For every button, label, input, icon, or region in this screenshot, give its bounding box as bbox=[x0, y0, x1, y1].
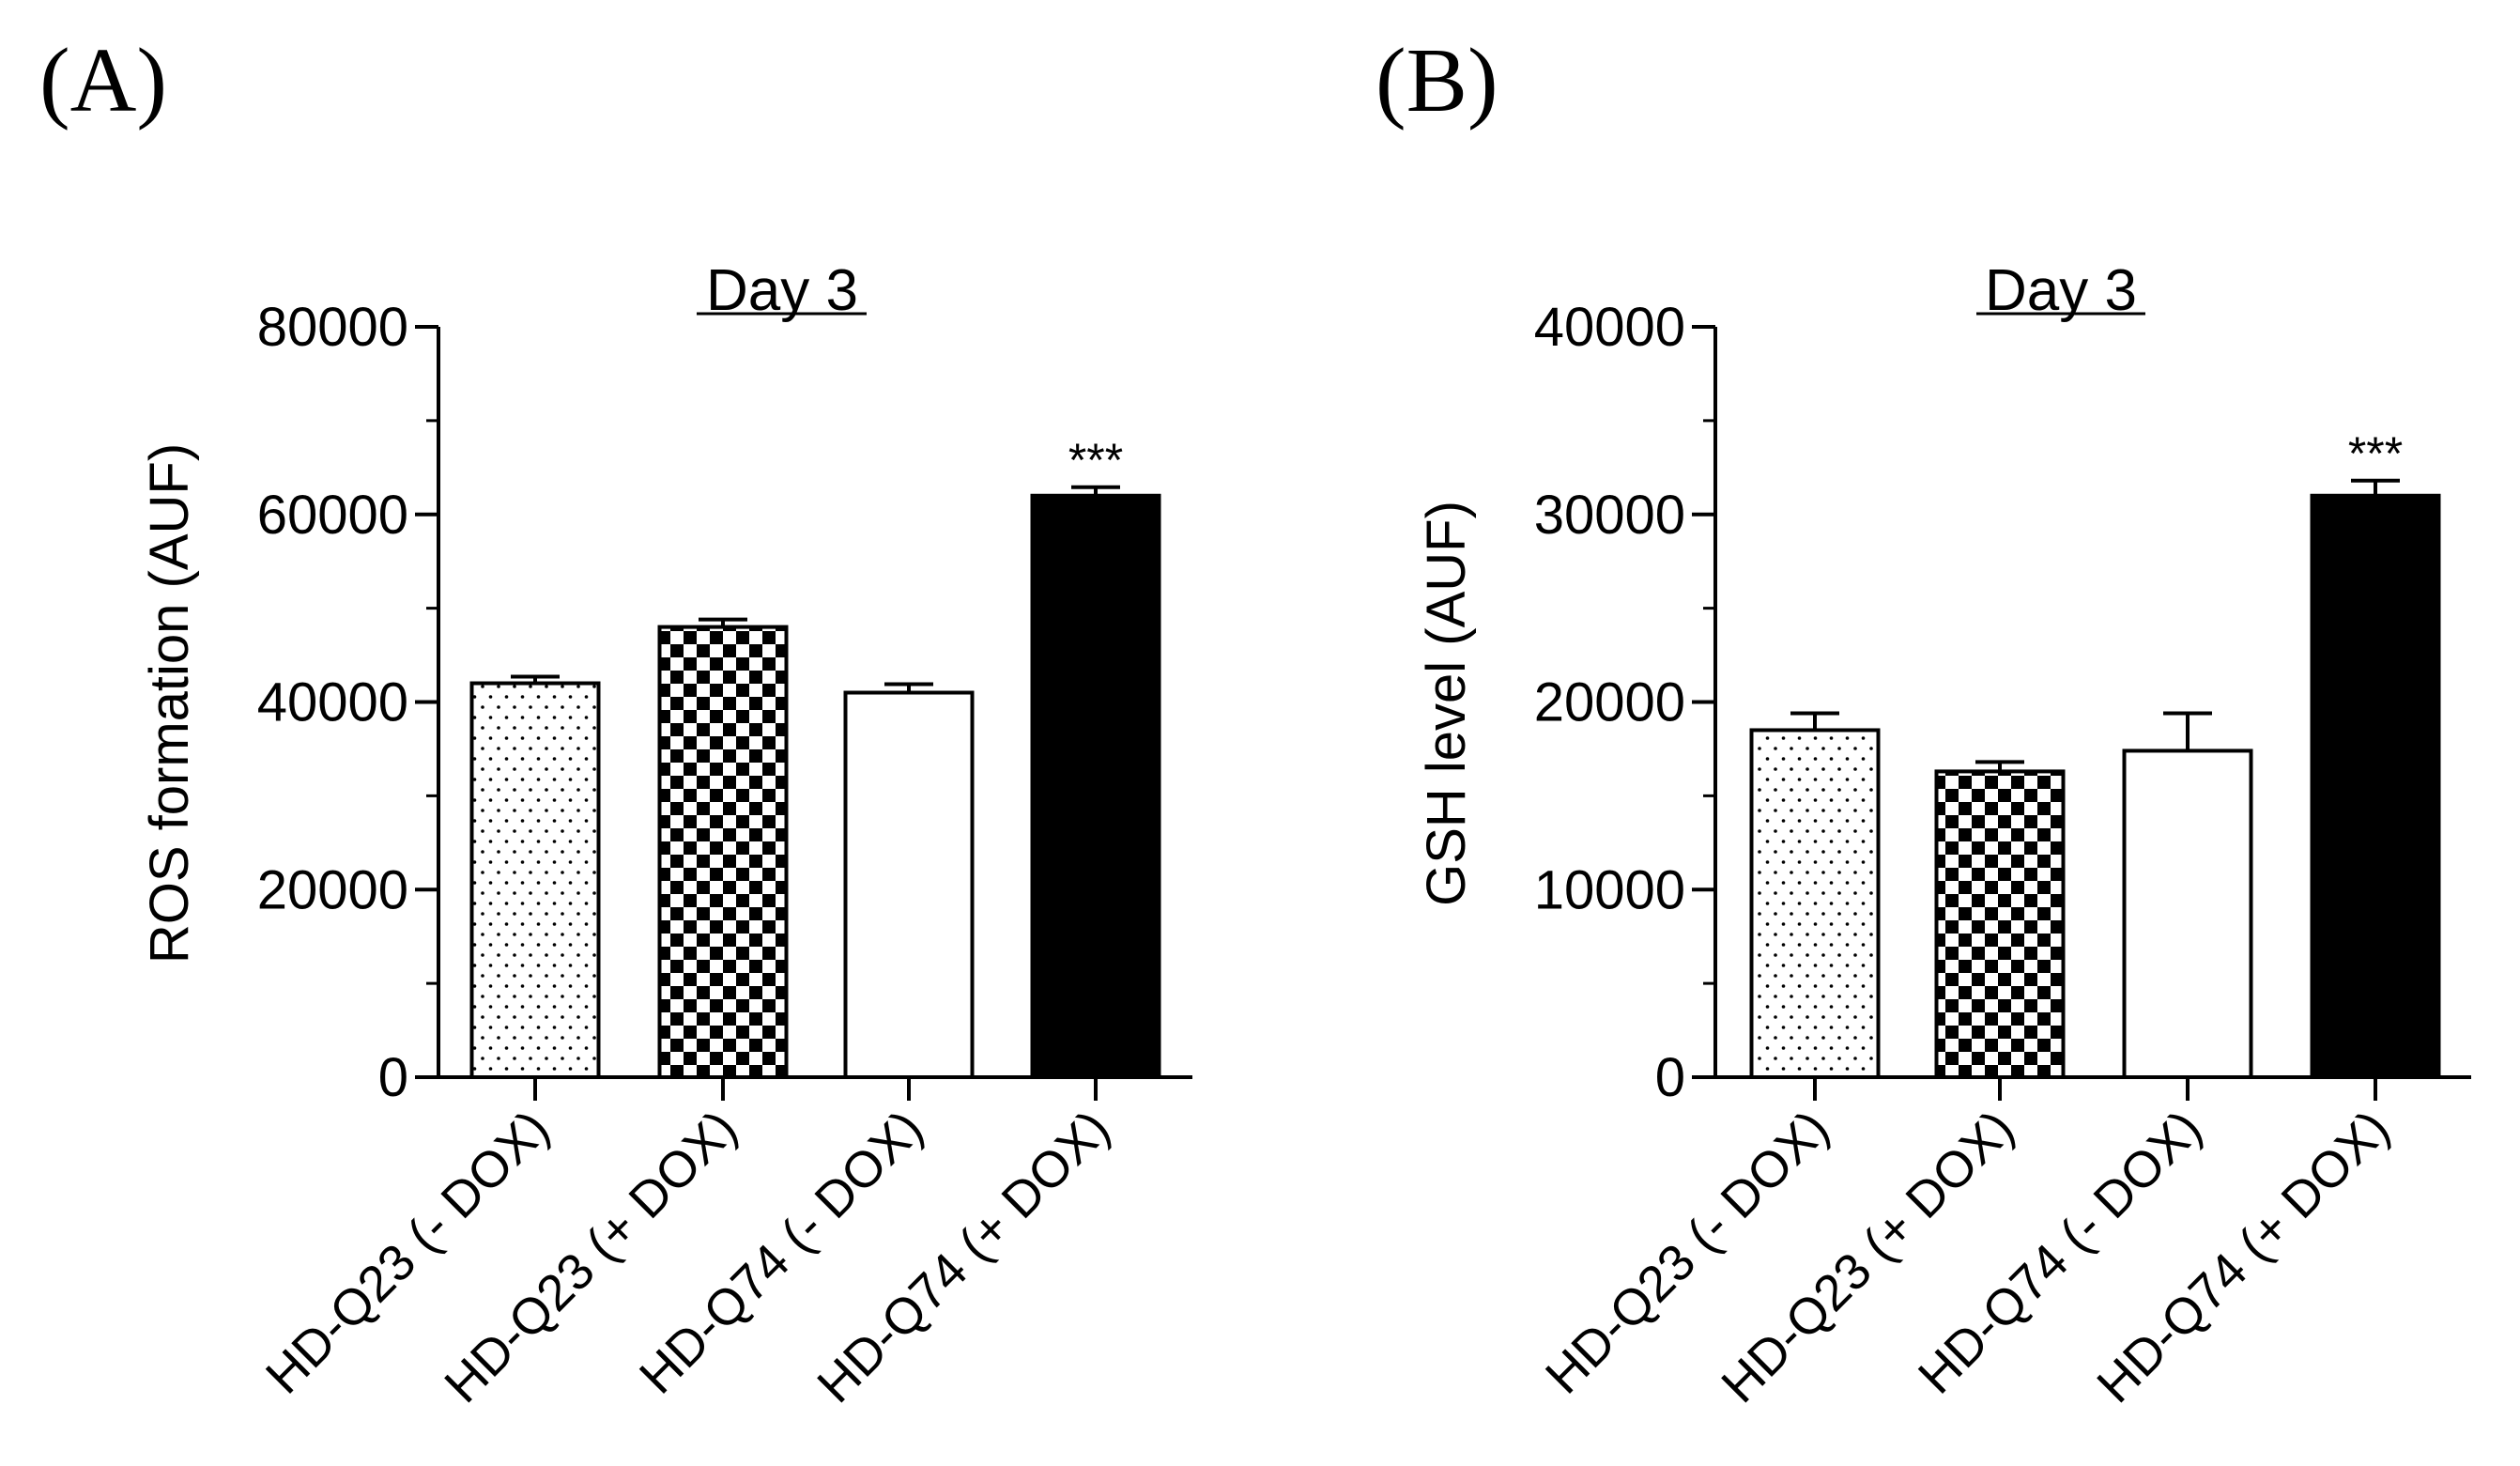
panel-b-y-tick-label-1: 10000 bbox=[1534, 859, 1685, 920]
panel-b-label: (B) bbox=[1375, 30, 1498, 131]
panel-b: (B) Day 3 GSH level (AUF) 01000020000300… bbox=[1375, 30, 2471, 1413]
panel-b-y-tick-label-3: 30000 bbox=[1534, 485, 1685, 546]
panel-b-bar-3 bbox=[2310, 493, 2441, 1079]
panel-a-bar-3 bbox=[1030, 493, 1161, 1079]
panel-a: (A) Day 3 ROS formation (AUF) 0200004000… bbox=[39, 30, 1192, 1413]
panel-b-bar-1 bbox=[1934, 769, 2066, 1079]
panel-a-bar-2 bbox=[843, 690, 975, 1079]
panel-a-bars: *** bbox=[469, 434, 1161, 1080]
panel-b-y-tick-label-0: 0 bbox=[1655, 1047, 1685, 1108]
panel-b-bar-2 bbox=[2122, 748, 2253, 1079]
panel-b-y-tick-label-2: 20000 bbox=[1534, 672, 1685, 733]
panel-b-y-axis-title: GSH level (AUF) bbox=[1416, 501, 1477, 906]
panel-a-bar-1 bbox=[657, 625, 789, 1079]
panel-a-y-tick-label-4: 80000 bbox=[257, 297, 408, 358]
panel-a-y-tick-label-2: 40000 bbox=[257, 672, 408, 733]
panel-b-significance-3: *** bbox=[2348, 427, 2403, 480]
panel-b-bar-0 bbox=[1749, 728, 1881, 1080]
panel-b-y-tick-label-4: 40000 bbox=[1534, 297, 1685, 358]
panel-a-y-tick-label-1: 20000 bbox=[257, 859, 408, 920]
panel-b-bars: *** bbox=[1749, 427, 2441, 1080]
panel-a-y-tick-label-0: 0 bbox=[378, 1047, 408, 1108]
panel-a-label: (A) bbox=[39, 30, 167, 131]
panel-a-y-axis-title: ROS formation (AUF) bbox=[139, 443, 200, 964]
panel-a-y-tick-label-3: 60000 bbox=[257, 485, 408, 546]
panel-a-bar-0 bbox=[469, 681, 601, 1080]
panel-a-significance-3: *** bbox=[1068, 434, 1123, 486]
